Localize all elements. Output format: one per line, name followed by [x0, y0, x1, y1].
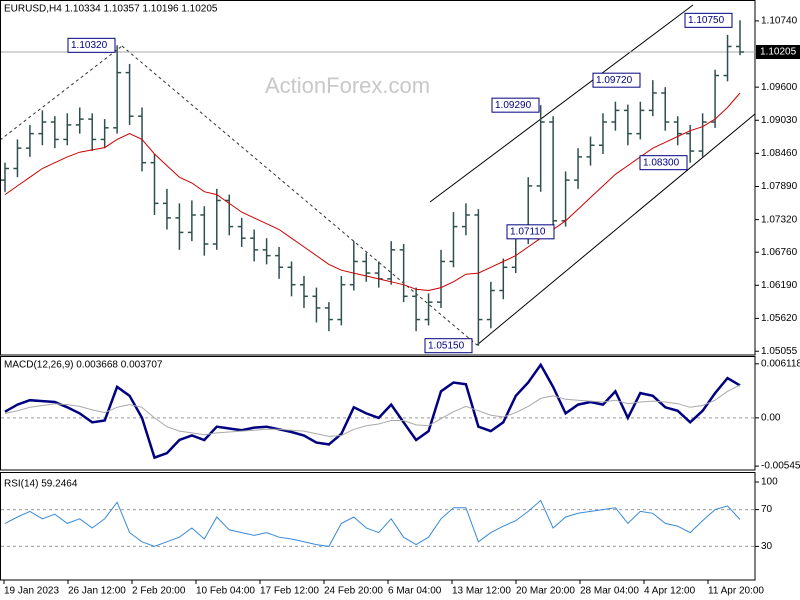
time-label: 17 Feb 12:00 [260, 586, 319, 597]
price-panel [0, 0, 756, 356]
panel-title: MACD(12,26,9) 0.003668 0.003707 [4, 360, 163, 371]
time-label: 4 Apr 12:00 [644, 586, 696, 597]
y-tick-label: 1.09600 [761, 82, 798, 93]
annotation-box [424, 338, 473, 354]
y-tick-label: 30 [761, 541, 773, 552]
annotation-label: 1.09720 [596, 75, 633, 86]
time-label: 24 Feb 20:00 [324, 586, 383, 597]
channel-line [476, 113, 756, 346]
time-label: 13 Mar 12:00 [452, 586, 511, 597]
time-label: 10 Feb 04:00 [196, 586, 255, 597]
annotation-label: 1.09290 [495, 100, 532, 111]
panel-title: EURUSD,H4 1.10334 1.10357 1.10196 1.1020… [4, 4, 218, 15]
indicator-line [4, 499, 741, 547]
current-price-label: 1.10205 [760, 47, 797, 58]
moving-average [4, 92, 741, 292]
y-tick-label: 1.06760 [761, 247, 798, 258]
time-label: 20 Mar 20:00 [516, 586, 575, 597]
indicator-line [4, 362, 741, 460]
time-label: 2 Feb 20:00 [132, 586, 186, 597]
y-tick-label: 1.10740 [761, 16, 798, 27]
y-tick-label: 0.00 [761, 413, 781, 424]
time-label: 26 Jan 12:00 [68, 586, 126, 597]
y-tick-label: 0.006118 [761, 358, 800, 369]
y-tick-label: -0.005458 [761, 461, 800, 472]
y-tick-label: 1.09030 [761, 115, 798, 126]
y-tick-label: 1.05055 [761, 346, 798, 357]
rsi-panel [0, 472, 756, 581]
current-price-box [756, 45, 800, 60]
annotation-label: 1.05150 [428, 340, 465, 351]
annotation-label: 1.10320 [71, 40, 108, 51]
annotation-label: 1.08300 [643, 157, 680, 168]
y-tick-label: 1.06190 [761, 280, 798, 291]
y-tick-label: 1.07890 [761, 181, 798, 192]
y-tick-label: 1.08460 [761, 148, 798, 159]
annotation-box [67, 37, 116, 53]
trend-line [0, 45, 123, 141]
time-label: 28 Mar 04:00 [580, 586, 639, 597]
watermark: ActionForex.com [265, 73, 430, 98]
y-tick-label: 70 [761, 504, 773, 515]
annotation-box [684, 12, 733, 28]
annotation-box [592, 72, 641, 88]
time-label: 11 Apr 20:00 [708, 586, 764, 597]
macd-panel [0, 356, 756, 471]
annotation-box [491, 97, 540, 113]
y-tick-label: 100 [761, 477, 778, 488]
y-tick-label: 1.05620 [761, 313, 798, 324]
time-label: 6 Mar 04:00 [388, 586, 442, 597]
y-tick-label: 1.07320 [761, 214, 798, 225]
panel-title: RSI(14) 59.2464 [4, 479, 78, 490]
annotation-box [639, 155, 688, 171]
channel-line [429, 4, 694, 203]
annotation-label: 1.10750 [688, 15, 725, 26]
annotation-label: 1.07110 [510, 226, 546, 237]
trend-line [121, 45, 478, 346]
time-label: 19 Jan 2023 [4, 586, 59, 597]
annotation-box [506, 224, 555, 240]
indicator-line [4, 384, 741, 437]
